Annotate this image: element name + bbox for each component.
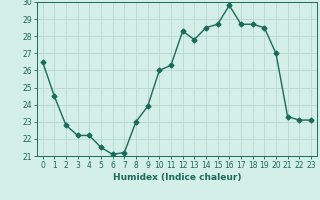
X-axis label: Humidex (Indice chaleur): Humidex (Indice chaleur) xyxy=(113,173,241,182)
